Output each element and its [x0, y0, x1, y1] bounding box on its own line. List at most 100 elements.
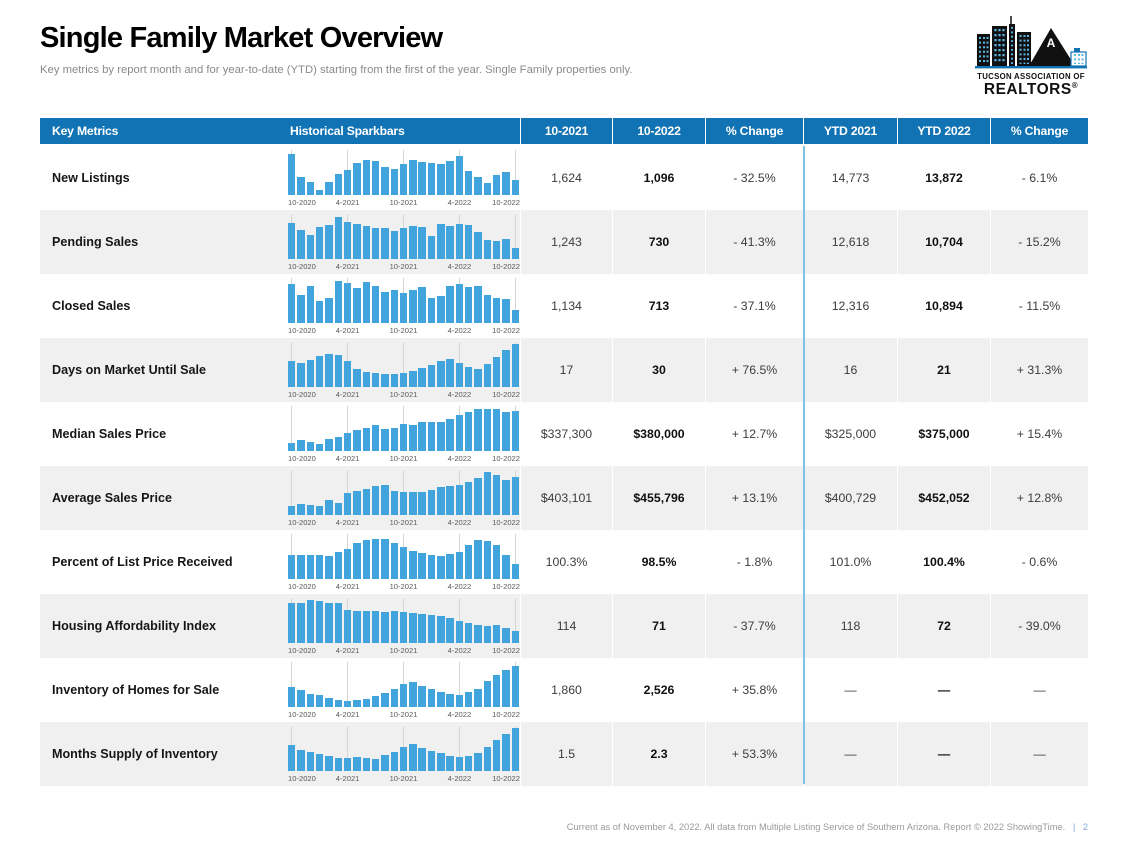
spark-bar — [315, 506, 324, 515]
spark-bar — [427, 298, 436, 323]
spark-axis-label: 4-2021 — [335, 774, 360, 783]
spark-bar — [315, 601, 324, 643]
spark-bar — [427, 365, 436, 387]
spark-bar — [353, 429, 361, 451]
table-row: Housing Affordability Index 10-2020 4-2021… — [40, 594, 1088, 658]
value-ytd-2022: $452,052 — [897, 466, 990, 530]
spark-bar — [306, 693, 315, 707]
column-header--change: % Change — [990, 118, 1088, 144]
spark-axis-label: 4-2022 — [447, 262, 472, 271]
value-pct-change-ytd: - 39.0% — [990, 594, 1088, 658]
spark-bar — [483, 746, 492, 771]
spark-bar — [371, 425, 380, 451]
spark-bar — [399, 373, 408, 387]
spark-bar — [371, 372, 380, 387]
spark-bar — [437, 753, 445, 771]
value-ytd-2021: 16 — [803, 338, 897, 402]
spark-bar — [399, 492, 408, 515]
spark-axis-label: 10-2020 — [288, 518, 316, 527]
logo-org-name: TUCSON ASSOCIATION OF — [977, 72, 1085, 81]
spark-axis-label: 4-2021 — [335, 582, 360, 591]
spark-bar — [399, 746, 408, 771]
spark-bar — [334, 281, 342, 323]
spark-bar — [381, 692, 389, 707]
spark-bar — [306, 751, 315, 771]
metric-label: Average Sales Price — [52, 491, 172, 505]
value-pct-change-month: - 1.8% — [705, 530, 803, 594]
value-ytd-2022: 10,894 — [897, 274, 990, 338]
spark-gridline — [347, 406, 349, 451]
sparkbar-cell: 10-2020 4-2021 10-2021 4-2022 10-2022 — [287, 402, 520, 466]
value-ytd-2021: 12,618 — [803, 210, 897, 274]
registered-mark: ® — [1071, 81, 1079, 90]
spark-bar — [418, 161, 426, 195]
table-body: New Listings 10-2020 4-2021 10-2021 4-2022 10… — [40, 146, 1088, 786]
spark-bar — [455, 756, 464, 771]
spark-bar — [483, 364, 492, 387]
value-pct-change-ytd: — — [990, 722, 1088, 786]
table-row: Closed Sales 10-2020 4-2021 10-2021 4-2022 10… — [40, 274, 1088, 338]
logo-mountain — [1029, 28, 1075, 66]
spark-bar — [288, 154, 296, 195]
spark-bar — [437, 486, 445, 515]
spark-bar — [483, 541, 492, 579]
ytd-divider-line — [803, 146, 805, 784]
spark-bar — [427, 614, 436, 643]
spark-bar — [418, 686, 426, 707]
spark-bar — [502, 412, 510, 451]
spark-bar — [343, 170, 352, 195]
column-header--change: % Change — [705, 118, 803, 144]
table-row: Median Sales Price 10-2020 4-2021 10-2021 4-… — [40, 402, 1088, 466]
spark-bar — [343, 222, 352, 259]
spark-bar — [288, 554, 296, 579]
spark-bar — [334, 355, 342, 387]
spark-bar — [390, 169, 398, 195]
spark-axis-label: 10-2022 — [492, 262, 520, 271]
spark-gridline — [403, 342, 404, 387]
spark-axis-label: 10-2020 — [288, 454, 316, 463]
spark-bar — [455, 362, 464, 387]
sparkbar-chart: 10-2020 4-2021 10-2021 4-2022 10-2022 — [287, 278, 520, 335]
spark-bar — [381, 429, 389, 451]
value-10-2021: $403,101 — [520, 466, 612, 530]
spark-bar — [343, 361, 352, 387]
spark-bar — [511, 179, 520, 195]
spark-axis-label: 10-2022 — [492, 646, 520, 655]
spark-bar — [306, 286, 315, 323]
spark-bar — [353, 610, 361, 643]
spark-bar — [353, 368, 361, 387]
spark-bar — [474, 409, 482, 451]
spark-axis-label: 4-2021 — [335, 454, 360, 463]
spark-bar — [502, 172, 510, 195]
spark-bar — [493, 740, 501, 771]
spark-bar — [455, 284, 464, 323]
spark-bar — [390, 688, 398, 707]
spark-bar — [455, 485, 464, 515]
value-10-2021: 17 — [520, 338, 612, 402]
value-10-2021: 114 — [520, 594, 612, 658]
spark-gridline — [514, 534, 516, 579]
spark-bar — [362, 757, 370, 771]
spark-gridline — [347, 662, 349, 707]
spark-bar — [306, 442, 315, 451]
spark-bar — [465, 544, 473, 579]
spark-axis-label: 10-2020 — [288, 582, 316, 591]
value-10-2022: $455,796 — [612, 466, 705, 530]
metric-label: Months Supply of Inventory — [52, 747, 218, 761]
spark-bar — [353, 223, 361, 259]
spark-axis-label: 4-2021 — [335, 326, 360, 335]
spark-bar — [353, 542, 361, 579]
sparkbar-cell: 10-2020 4-2021 10-2021 4-2022 10-2022 — [287, 658, 520, 722]
value-pct-change-month: + 76.5% — [705, 338, 803, 402]
spark-bar — [493, 474, 501, 515]
value-10-2021: 100.3% — [520, 530, 612, 594]
sparkbar-cell: 10-2020 4-2021 10-2021 4-2022 10-2022 — [287, 530, 520, 594]
spark-bar — [334, 551, 342, 579]
spark-bar — [315, 226, 324, 259]
metric-label: Percent of List Price Received — [52, 555, 233, 569]
spark-bar — [390, 373, 398, 387]
page-number: 2 — [1082, 822, 1088, 832]
value-ytd-2022: — — [897, 658, 990, 722]
value-pct-change-month: + 35.8% — [705, 658, 803, 722]
